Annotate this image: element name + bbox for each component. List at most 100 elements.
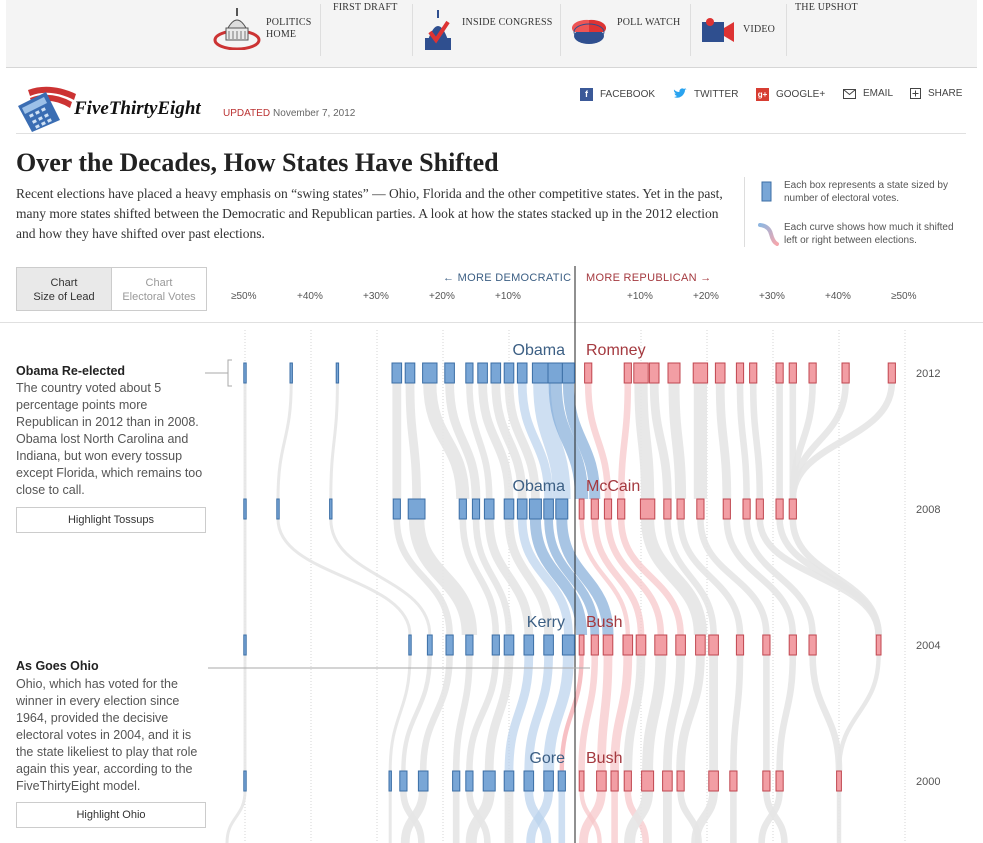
shift-curve (664, 518, 717, 636)
shift-curve (472, 518, 513, 636)
state-box (662, 770, 673, 792)
state-box (735, 362, 745, 384)
shift-curve (641, 518, 707, 636)
state-box (663, 498, 672, 520)
state-box (887, 362, 896, 384)
nav-politics-label1: POLITICS (266, 17, 312, 28)
state-box (452, 770, 461, 792)
shift-curve (445, 382, 481, 500)
shift-curve (617, 518, 684, 636)
highlight-tossups-button[interactable]: Highlight Tossups (16, 507, 206, 533)
annotation-ohio-body: Ohio, which has voted for the winner in … (16, 677, 198, 793)
twitter-icon (673, 88, 687, 98)
legend-curve-swatch (758, 223, 779, 246)
nav-the-upshot[interactable]: THE UPSHOT (794, 0, 884, 60)
shift-curve (610, 654, 633, 772)
toggle-electoral-votes[interactable]: Chart Electoral Votes (112, 268, 206, 310)
state-box (617, 498, 626, 520)
state-box (547, 362, 563, 384)
highlight-ohio-button[interactable]: Highlight Ohio (16, 802, 206, 828)
state-box (610, 770, 619, 792)
shift-curve (624, 790, 654, 843)
state-box (329, 498, 333, 520)
share-google[interactable]: g+ GOOGLE+ (756, 88, 825, 101)
shift-curve (405, 382, 421, 500)
shift-curve (642, 654, 667, 772)
share-more[interactable]: SHARE (910, 88, 962, 99)
x-tick-label: +10% (495, 291, 521, 302)
updated-timestamp: UPDATED November 7, 2012 (223, 108, 355, 119)
state-box (482, 770, 496, 792)
state-box (788, 362, 797, 384)
state-box (477, 362, 488, 384)
state-box (444, 362, 455, 384)
nav-inside-congress[interactable]: INSIDE CONGRESS (418, 0, 560, 60)
shift-curve (459, 518, 500, 636)
state-box (590, 498, 599, 520)
nav-video[interactable]: VIDEO (696, 0, 786, 60)
state-box (557, 770, 566, 792)
shift-curve (329, 382, 339, 500)
fivethirtyeight-logo[interactable]: FiveThirtyEight (16, 84, 216, 132)
pie-chart-icon (572, 19, 606, 44)
state-box (603, 498, 613, 520)
shift-curve (419, 654, 453, 772)
shift-curve (623, 654, 646, 772)
nav-video-label: VIDEO (743, 24, 776, 35)
nav-politics-label2: HOME (266, 29, 297, 40)
shift-curve (697, 518, 770, 636)
state-box (404, 362, 416, 384)
shift-curve (517, 518, 573, 636)
candidate-rep-label: Bush (586, 750, 622, 767)
shift-curve (776, 654, 797, 772)
state-box (276, 498, 280, 520)
share-more-label: SHARE (928, 88, 963, 99)
state-box (708, 770, 719, 792)
nav-poll-watch-label: POLL WATCH (617, 17, 681, 28)
year-label: 2012 (916, 368, 940, 380)
shift-curve (579, 518, 630, 636)
state-box (808, 634, 817, 656)
share-twitter-label: TWITTER (694, 88, 739, 100)
shift-curve (543, 654, 574, 772)
shift-curve (452, 654, 473, 772)
state-box (623, 770, 632, 792)
toggle-size-of-lead[interactable]: Chart Size of Lead (17, 268, 112, 310)
state-box (596, 770, 607, 792)
candidate-dem-label: Obama (513, 478, 566, 495)
shift-curve (329, 518, 432, 636)
state-box (639, 498, 656, 520)
state-box (675, 634, 686, 656)
logo-text: FiveThirtyEight (74, 98, 201, 119)
nav-divider (786, 4, 787, 56)
state-box (648, 362, 660, 384)
state-box (543, 770, 554, 792)
chart-mode-toggle: Chart Size of Lead Chart Electoral Votes (16, 267, 207, 311)
state-box (555, 498, 569, 520)
plus-box-icon (910, 88, 921, 99)
shift-curve (691, 790, 718, 843)
shift-curve (591, 518, 645, 636)
state-box (561, 362, 575, 384)
nav-first-draft[interactable]: FIRST DRAFT (332, 0, 412, 60)
shift-curve (604, 518, 665, 636)
state-box (465, 362, 474, 384)
annotation-ohio-title: As Goes Ohio (16, 659, 99, 673)
state-box (503, 634, 515, 656)
annotation-bracket (227, 359, 232, 387)
shift-curve (504, 518, 553, 636)
state-box (391, 362, 403, 384)
nav-politics-home[interactable]: POLITICS HOME (210, 0, 322, 60)
candidate-rep-label: McCain (586, 478, 640, 495)
state-box (622, 634, 634, 656)
state-box (490, 362, 502, 384)
share-facebook[interactable]: f FACEBOOK (580, 88, 655, 101)
shift-curve (388, 654, 412, 772)
toggle-size-line2: Size of Lead (33, 291, 95, 303)
share-email[interactable]: EMAIL (843, 88, 893, 99)
shift-curve (559, 654, 584, 772)
state-box (749, 362, 758, 384)
share-twitter[interactable]: TWITTER (673, 88, 738, 100)
nav-poll-watch[interactable]: POLL WATCH (568, 0, 690, 60)
